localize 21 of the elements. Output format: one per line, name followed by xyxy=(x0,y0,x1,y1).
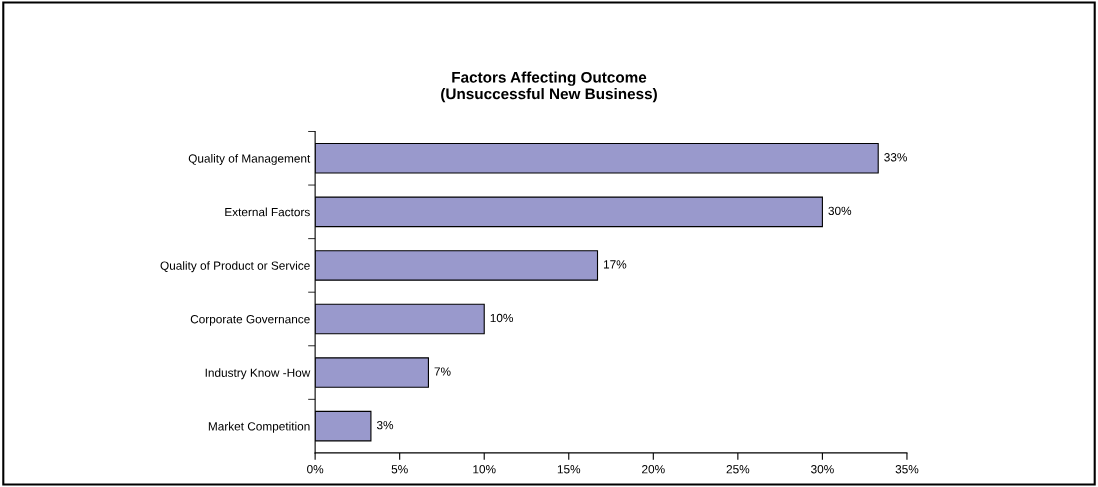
x-tick-label: 5% xyxy=(391,465,408,474)
y-tick-label: Corporate Governance xyxy=(190,315,310,326)
y-tick-label: External Factors xyxy=(225,207,310,217)
chart-title: Factors Affecting Outcome (Unsuccessful New Business) xyxy=(441,71,657,103)
data-label: 10% xyxy=(490,313,513,323)
x-tick-label: 25% xyxy=(726,465,750,474)
data-label: 30% xyxy=(828,206,852,216)
data-label: 7% xyxy=(434,367,451,376)
data-label: 3% xyxy=(376,420,394,430)
x-tick-label: 0% xyxy=(307,465,324,474)
x-tick-label: 15% xyxy=(557,465,581,474)
x-tick-label: 30% xyxy=(811,465,834,474)
data-label: 17% xyxy=(603,260,627,269)
data-label: 33% xyxy=(884,153,907,162)
x-tick-label: 20% xyxy=(642,465,665,474)
y-tick-label: Quality of Product or Service xyxy=(160,261,310,273)
x-tick-label: 35% xyxy=(895,465,919,474)
y-tick-label: Market Competition xyxy=(208,421,310,433)
y-tick-label: Quality of Management xyxy=(188,154,311,165)
y-tick-label: Industry Know -How xyxy=(205,368,311,380)
x-tick-label: 10% xyxy=(473,465,496,474)
